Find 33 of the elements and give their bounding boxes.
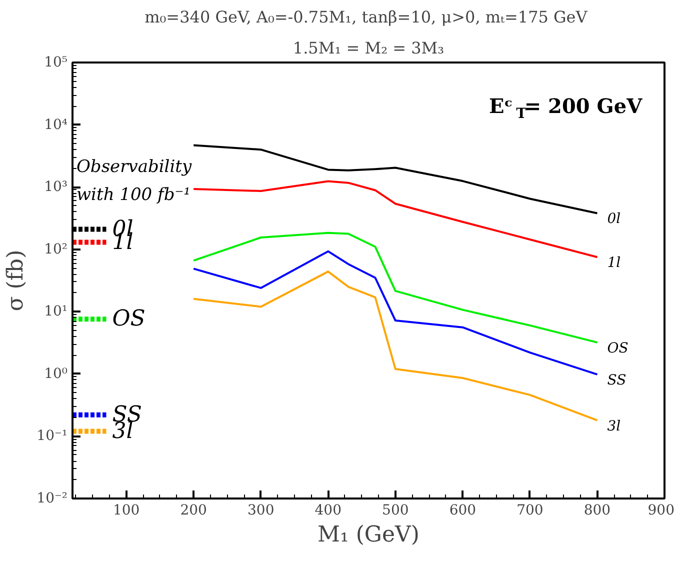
- y-tick-label: 10¹: [44, 304, 68, 320]
- x-tick-label: 700: [516, 502, 544, 518]
- series-label: 0l: [607, 211, 621, 228]
- x-tick-label: 500: [382, 502, 409, 518]
- y-tick-label: 10⁻²: [36, 490, 68, 506]
- chart-subtitle: 1.5M₁ = M₂ = 3M₃: [292, 38, 444, 58]
- x-tick-label: 400: [314, 502, 342, 518]
- x-tick-label: 800: [584, 502, 611, 518]
- y-tick-label: 10⁰: [44, 366, 68, 382]
- y-tick-label: 10⁵: [44, 54, 68, 70]
- line-series: [192, 144, 598, 214]
- x-tick-label: 600: [449, 502, 476, 518]
- line-series: [192, 180, 598, 258]
- line-series: [192, 250, 598, 376]
- chart-title: m₀=340 GeV, A₀=-0.75M₁, tanβ=10, μ>0, mₜ=175 GeV: [144, 8, 588, 26]
- x-tick-label: 900: [648, 502, 674, 518]
- y-tick-label: 10⁴: [44, 116, 68, 133]
- line-series: [192, 270, 598, 422]
- y-tick-label: 10⁻¹: [36, 428, 68, 444]
- annotation: Observability with 100 fb⁻¹: [76, 157, 192, 206]
- series-label: SS: [607, 372, 626, 388]
- x-tick-label: 200: [180, 502, 207, 518]
- series-label: 1l: [607, 255, 621, 272]
- ref-line-label: OS: [112, 306, 146, 332]
- x-tick-label: 100: [112, 502, 140, 518]
- x-axis-title: M₁ (GeV): [318, 522, 420, 548]
- x-tick-label: 300: [248, 502, 274, 518]
- y-axis-title: σ (fb): [4, 250, 29, 312]
- series-label: OS: [607, 340, 628, 356]
- series-label: 3l: [607, 418, 621, 434]
- line-series: [192, 232, 598, 344]
- y-tick-label: 10³: [44, 179, 68, 196]
- y-tick-label: 10²: [44, 241, 68, 258]
